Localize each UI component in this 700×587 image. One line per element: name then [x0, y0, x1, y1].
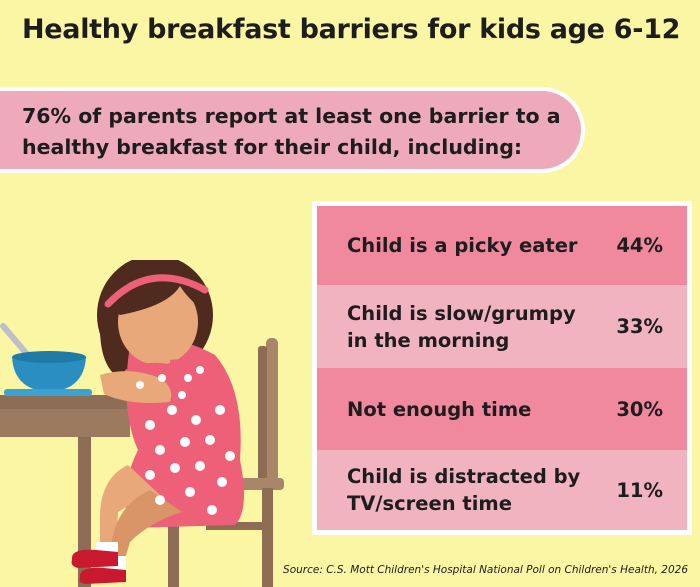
row-label: Not enough time [347, 396, 531, 423]
row-value: 44% [616, 234, 663, 257]
table-row: Not enough time 30% [317, 368, 687, 450]
illustration [0, 260, 284, 587]
row-label-line-1: Child is distracted by [347, 465, 581, 488]
row-label: Child is distracted by TV/screen time [347, 463, 580, 517]
subtitle-line-1: 76% of parents report at least one barri… [22, 104, 561, 128]
row-label-line-1: Child is slow/grumpy [347, 301, 576, 325]
row-label-line-1: Child is a picky eater [347, 234, 578, 257]
row-label-line-2: TV/screen time [347, 492, 512, 515]
row-value: 11% [616, 478, 663, 502]
sad-girl-at-table-icon [71, 260, 244, 584]
table-row: Child is distracted by TV/screen time 11… [317, 450, 687, 530]
row-label: Child is a picky eater [347, 232, 578, 259]
subtitle-line-2: healthy breakfast for their child, inclu… [22, 135, 523, 159]
row-label: Child is slow/grumpy in the morning [347, 300, 576, 354]
table-row: Child is slow/grumpy in the morning 33% [317, 285, 687, 368]
table-icon [0, 395, 140, 587]
source-note: Source: C.S. Mott Children's Hospital Na… [283, 564, 688, 576]
chart-title: Healthy breakfast barriers for kids age … [22, 14, 681, 45]
cereal-bowl-icon [0, 323, 92, 396]
row-value: 30% [616, 397, 663, 421]
row-value: 33% [616, 315, 663, 338]
table-row: Child is a picky eater 44% [317, 206, 687, 285]
subtitle-banner: 76% of parents report at least one barri… [0, 87, 585, 173]
row-label-line-1: Not enough time [347, 397, 532, 421]
barriers-table: Child is a picky eater 44% Child is slow… [312, 201, 692, 535]
row-label-line-2: in the morning [347, 328, 510, 352]
